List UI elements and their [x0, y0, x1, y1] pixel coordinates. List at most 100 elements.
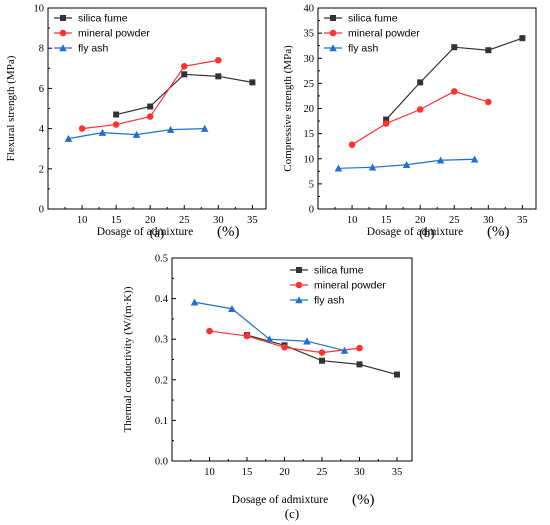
panel-b-point-fly-ash: [368, 163, 377, 171]
panel-b-point-silica-fume: [383, 116, 390, 123]
panel-a-x-axis-unit: (%): [217, 224, 240, 240]
panel-c-label: (c): [285, 506, 299, 521]
panel-a-legend-marker-fly-ash: [59, 44, 67, 52]
panel-a-xtick-label: 35: [247, 215, 258, 226]
panel-b-point-silica-fume: [519, 35, 526, 42]
panel-c-point-fly-ash: [190, 298, 199, 306]
panel-b-label: (b): [419, 225, 434, 240]
panel-a-xtick-label: 30: [213, 215, 224, 226]
panel-a-legend-label-mineral-powder: mineral powder: [78, 28, 150, 40]
panel-c-legend-marker-fly-ash: [295, 296, 303, 304]
panel-a-point-fly-ash: [166, 125, 175, 133]
panel-c-ytick-label: 0.1: [155, 416, 168, 427]
panel-b-legend-label-silica-fume: silica fume: [348, 13, 398, 25]
panel-b-xtick-label: 35: [517, 215, 528, 226]
panel-c-ytick-label: 0.5: [155, 254, 168, 265]
panel-b-point-fly-ash: [334, 164, 343, 172]
panel-c-legend-label-fly-ash: fly ash: [314, 295, 345, 307]
panel-a-label: (a): [150, 225, 164, 240]
panel-b-point-fly-ash: [402, 160, 411, 169]
panel-a-xtick-label: 25: [179, 215, 190, 226]
panel-b-xtick-label: 25: [449, 215, 460, 226]
panel-a-point-fly-ash: [64, 134, 73, 142]
panel-c-point-mineral-powder: [318, 349, 326, 356]
panel-c-chart: 10 15 20 25 30 35 0.0 0.1 0.2 0.3 0.4 0.5 Thermal co…: [122, 254, 413, 521]
panel-a-series-line-silica-fume: [115, 73, 253, 116]
panel-a-ytick-label: 10: [34, 4, 45, 15]
panel-b-ytick-label: 30: [304, 54, 315, 65]
panel-b-xtick-label: 20: [415, 215, 426, 226]
panel-b-ytick-label: 10: [304, 154, 315, 165]
panel-c-xtick-label: 25: [317, 467, 328, 478]
panel-b-legend-marker-silica-fume: [330, 15, 336, 21]
panel-b-point-fly-ash: [470, 155, 479, 163]
panel-a-ytick-label: 0: [39, 205, 44, 216]
panel-b-point-mineral-powder: [485, 98, 492, 106]
panel-c-ytick-label: 0.3: [155, 335, 168, 346]
panel-b-ytick-label: 15: [304, 129, 315, 140]
panel-c-point-mineral-powder: [243, 332, 251, 340]
panel-c-point-fly-ash: [228, 304, 236, 312]
panel-b-ytick-label: 40: [304, 4, 315, 15]
panel-b-x-axis-unit: (%): [487, 224, 510, 240]
panel-b-ytick-label: 0: [309, 205, 314, 216]
panel-b-point-mineral-powder: [382, 120, 390, 127]
panel-a-xtick-label: 20: [145, 215, 156, 226]
panel-b-point-mineral-powder: [450, 88, 458, 95]
panel-b-chart: 10 15 20 25 30 35 0 5 10 15 20 25 30 35 40 Compressive …: [282, 4, 537, 240]
panel-c-xtick-label: 10: [204, 467, 215, 478]
panel-c-legend-label-silica-fume: silica fume: [314, 265, 364, 277]
panel-b-point-mineral-powder: [416, 106, 424, 113]
panel-c-xtick-label: 15: [242, 467, 253, 478]
panel-a-xtick-label: 15: [111, 215, 122, 226]
panel-b-legend-label-fly-ash: fly ash: [348, 43, 379, 55]
panel-a-legend-label-fly-ash: fly ash: [78, 43, 109, 55]
panel-c-x-axis-unit: (%): [352, 492, 375, 508]
panel-b-point-mineral-powder: [348, 141, 356, 148]
panel-b-ytick-label: 35: [304, 29, 315, 40]
panel-c-point-mineral-powder: [206, 327, 213, 335]
panel-b-xtick-label: 30: [483, 215, 494, 226]
panel-a-point-silica-fume: [181, 71, 188, 78]
panel-c-point-mineral-powder: [281, 344, 288, 351]
panel-b-y-axis-title: Compressive strength (MPa): [282, 45, 294, 172]
panel-a-point-mineral-powder: [180, 62, 188, 70]
panel-b-series-line-mineral-powder: [351, 90, 489, 146]
panel-a-point-mineral-powder: [78, 125, 86, 132]
panel-a-point-silica-fume: [215, 73, 222, 80]
panel-b-legend-label-mineral-powder: mineral powder: [348, 28, 420, 40]
panel-b-ytick-label: 25: [304, 79, 315, 90]
panel-a-legend-marker-silica-fume: [60, 15, 66, 21]
panel-c-legend-marker-mineral-powder: [295, 281, 303, 289]
panel-c-point-silica-fume: [394, 371, 400, 378]
panel-a-point-silica-fume: [113, 111, 120, 118]
panel-a-point-silica-fume: [249, 79, 256, 86]
panel-c-ytick-label: 0.0: [155, 457, 168, 468]
panel-b-series-line-silica-fume: [385, 37, 523, 120]
panel-a-ytick-label: 6: [39, 84, 44, 95]
panel-a-ytick-label: 2: [39, 164, 44, 175]
panel-c-legend-label-mineral-powder: mineral powder: [314, 280, 386, 292]
panel-a-ytick-label: 8: [39, 44, 44, 55]
panel-a-xtick-label: 10: [77, 215, 88, 226]
panel-b-point-fly-ash: [436, 156, 445, 164]
panel-c-point-silica-fume: [356, 361, 363, 368]
panel-a-y-axis-title: Flexural strength (MPa): [5, 55, 17, 161]
panel-b-ytick-label: 5: [309, 179, 314, 190]
panel-a-ytick-label: 4: [39, 124, 45, 135]
panel-a-point-fly-ash: [132, 130, 141, 138]
panel-a-chart: 10 15 20 25 30 35 0 2 4 6 8 10 Flexural strength (MP…: [5, 4, 267, 240]
panel-a-legend-label-silica-fume: silica fume: [78, 13, 128, 25]
panel-c-point-fly-ash: [303, 337, 311, 345]
panel-a-point-fly-ash: [200, 124, 209, 132]
panel-b-xtick-label: 15: [381, 215, 392, 226]
panel-a-point-mineral-powder: [146, 113, 154, 120]
panel-b-point-silica-fume: [485, 47, 492, 54]
panel-b-x-axis-title: Dosage of admixture: [367, 226, 463, 238]
panel-c-xtick-label: 35: [392, 467, 403, 478]
panel-b-ytick-label: 20: [304, 104, 315, 115]
panel-a-point-silica-fume: [147, 103, 154, 110]
panel-c-point-fly-ash: [265, 335, 274, 343]
panel-c-point-fly-ash: [340, 346, 349, 354]
